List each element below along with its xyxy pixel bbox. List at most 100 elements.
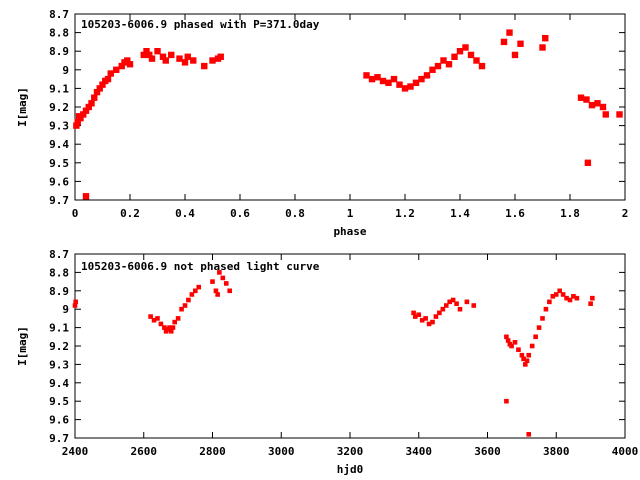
data-point: [457, 306, 463, 312]
data-point: [560, 292, 566, 297]
x-tick-label: 3800: [543, 445, 570, 458]
data-point: [516, 347, 521, 352]
data-point: [450, 297, 456, 303]
data-point: [74, 118, 81, 126]
x-tick-label: 0.6: [230, 207, 250, 220]
data-point: [550, 294, 556, 299]
x-tick-label: 2: [622, 207, 629, 220]
data-point: [511, 51, 519, 59]
plot-frame: [74, 253, 626, 439]
chart-title: 105203-6006.9 not phased light curve: [81, 260, 320, 273]
data-point: [73, 122, 80, 129]
x-tick-label: 4000: [612, 445, 639, 458]
data-point: [374, 74, 381, 81]
data-point: [571, 294, 576, 299]
y-tick-label: 9.7: [49, 432, 69, 445]
data-point: [416, 312, 422, 318]
data-point: [401, 85, 409, 92]
y-tick-label: 9.4: [49, 138, 69, 151]
data-point: [158, 321, 164, 327]
data-point: [471, 303, 477, 308]
data-point: [445, 61, 453, 68]
data-point: [151, 317, 157, 323]
data-point: [140, 51, 147, 59]
data-point: [209, 57, 216, 64]
data-point: [217, 270, 222, 275]
y-tick-label: 9.1: [49, 82, 69, 95]
x-axis-title: phase: [333, 225, 366, 238]
data-point: [184, 53, 191, 60]
data-point: [540, 316, 545, 321]
x-tick-label: 3200: [337, 445, 364, 458]
data-point: [462, 44, 469, 51]
data-point: [85, 103, 92, 111]
data-point: [418, 75, 425, 83]
data-point: [220, 275, 226, 281]
data-point: [210, 279, 215, 284]
data-point: [82, 107, 90, 114]
y-tick-label: 8.8: [49, 266, 69, 279]
data-series: [73, 29, 623, 200]
data-point: [213, 288, 219, 294]
data-point: [616, 111, 623, 118]
y-tick-label: 9.5: [49, 395, 69, 408]
y-tick-label: 9.5: [49, 157, 69, 170]
data-point: [512, 340, 518, 345]
data-point: [434, 62, 442, 70]
data-point: [148, 55, 156, 62]
y-tick-label: 9.2: [49, 101, 69, 114]
data-point: [99, 81, 106, 88]
x-tick-label: 0.8: [285, 207, 305, 220]
x-tick-label: 0: [72, 207, 79, 220]
data-series: [72, 270, 595, 437]
data-point: [526, 432, 532, 437]
data-point: [77, 114, 84, 122]
data-point: [80, 111, 87, 118]
x-tick-label: 0.2: [120, 207, 140, 220]
x-tick-label: 3600: [474, 445, 501, 458]
data-point: [447, 299, 452, 305]
data-point: [588, 301, 593, 306]
data-point: [124, 57, 131, 64]
y-tick-label: 9.7: [49, 194, 69, 207]
y-tick-label: 9.2: [49, 340, 69, 353]
data-point: [126, 61, 134, 68]
data-point: [599, 103, 607, 111]
data-point: [529, 343, 535, 349]
x-tick-label: 1: [347, 207, 354, 220]
x-tick-label: 1.6: [505, 207, 525, 220]
x-tick-label: 0.4: [175, 207, 195, 220]
data-point: [533, 334, 538, 340]
data-point: [73, 299, 78, 305]
y-tick-label: 8.8: [49, 27, 69, 40]
x-tick-label: 1.2: [395, 207, 415, 220]
data-point: [574, 295, 580, 301]
data-point: [96, 85, 103, 92]
data-point: [456, 48, 464, 55]
data-point: [82, 193, 90, 200]
data-point: [176, 55, 183, 62]
data-point: [396, 81, 403, 88]
data-point: [519, 352, 525, 358]
y-tick-label: 9: [62, 64, 69, 77]
x-tick-label: 3400: [406, 445, 433, 458]
data-point: [368, 75, 376, 83]
data-point: [543, 306, 549, 312]
data-point: [172, 319, 177, 325]
data-point: [517, 40, 524, 47]
data-point: [588, 101, 596, 109]
data-point: [509, 343, 514, 349]
data-point: [526, 352, 532, 358]
data-point: [412, 79, 420, 87]
data-point: [182, 303, 188, 308]
y-tick-label: 9.6: [49, 175, 69, 188]
data-point: [557, 288, 562, 294]
data-point: [583, 96, 590, 103]
data-point: [193, 288, 198, 294]
plot-frame: [74, 13, 626, 201]
data-point: [385, 79, 392, 87]
data-point: [500, 38, 508, 46]
data-point: [539, 44, 546, 51]
data-point: [590, 295, 595, 301]
